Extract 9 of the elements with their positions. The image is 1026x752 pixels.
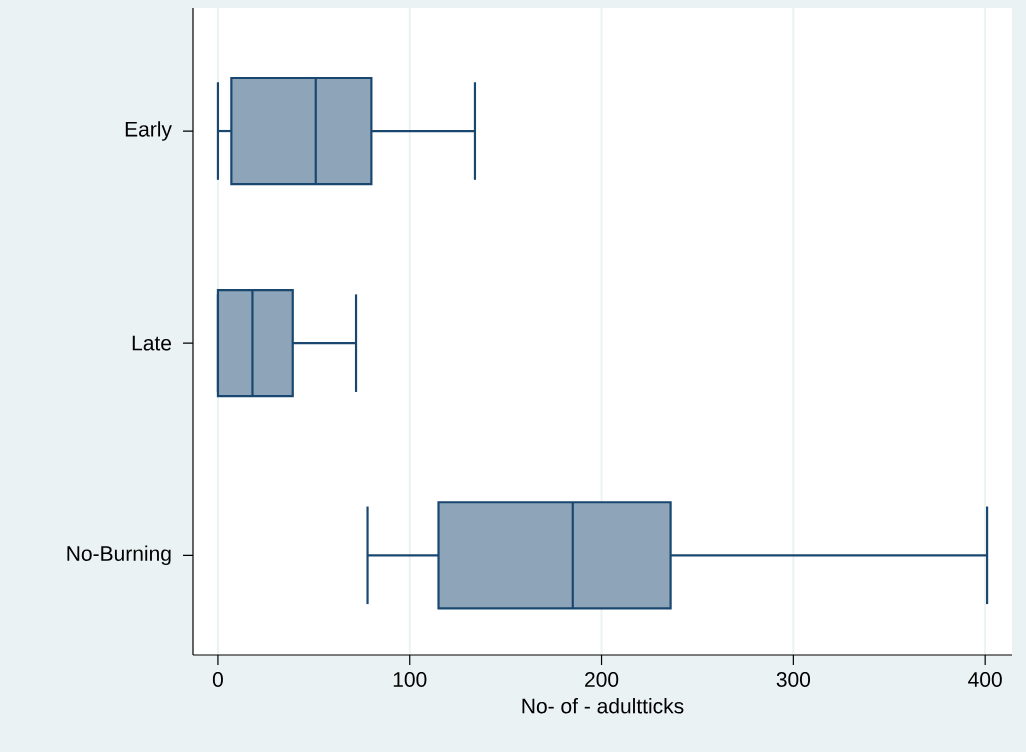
x-axis-title: No- of - adultticks — [522, 698, 684, 714]
y-tick-label: Late — [132, 335, 172, 351]
x-tick-label: 400 — [968, 672, 1002, 687]
x-tick-label: 100 — [393, 672, 427, 687]
y-tick-label: No-Burning — [67, 545, 171, 566]
x-tick-label: 200 — [585, 672, 619, 687]
y-tick-label: Early — [125, 121, 172, 141]
x-tick-label: 0 — [212, 672, 223, 687]
x-tick-label: 300 — [776, 672, 811, 687]
